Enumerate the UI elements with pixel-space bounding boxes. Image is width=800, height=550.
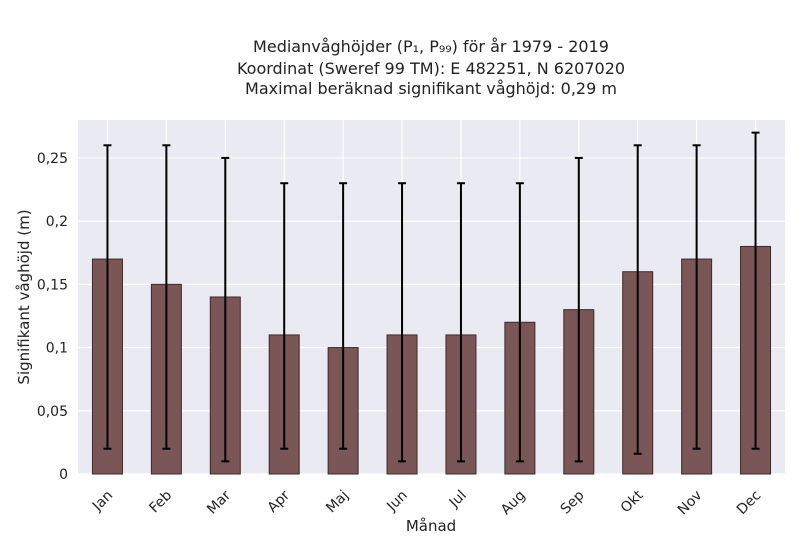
x-tick-label: Nov [675, 488, 706, 519]
y-tick-label: 0,2 [46, 214, 68, 230]
x-tick-label: Okt [618, 487, 647, 516]
y-axis-ticks: 0 0,05 0,1 0,15 0,2 0,25 [37, 151, 68, 483]
error-bars [103, 131, 760, 463]
y-tick-label: 0,1 [46, 341, 68, 357]
x-tick-label: Jun [383, 488, 410, 515]
y-tick-label: 0 [59, 467, 68, 483]
x-tick-label: Dec [734, 488, 764, 518]
x-tick-label: Feb [146, 487, 175, 516]
y-tick-label: 0,15 [37, 277, 68, 293]
x-tick-label: Jul [446, 488, 470, 512]
x-tick-label: Aug [498, 488, 529, 519]
x-tick-label: Sep [558, 487, 588, 517]
x-tick-label: Maj [323, 488, 352, 517]
chart-title-line-1: Medianvåghöjder (P₁, P₉₉) för år 1979 - … [253, 37, 609, 56]
y-axis-label: Signifikant våghöjd (m) [15, 209, 33, 384]
x-axis-label: Månad [406, 517, 456, 535]
chart-title: Medianvåghöjder (P₁, P₉₉) för år 1979 - … [237, 37, 625, 98]
chart-title-line-3: Maximal beräknad signifikant våghöjd: 0,… [245, 79, 617, 98]
x-axis-ticks: Jan Feb Mar Apr Maj Jun Jul Aug Sep Okt Nov Dec [89, 487, 764, 518]
y-tick-label: 0,05 [37, 404, 68, 420]
chart-title-line-2: Koordinat (Sweref 99 TM): E 482251, N 62… [237, 59, 625, 78]
x-tick-label: Apr [265, 487, 294, 516]
plot-area [78, 120, 785, 474]
y-tick-label: 0,25 [37, 151, 68, 167]
x-tick-label: Jan [89, 488, 116, 515]
x-tick-label: Mar [204, 487, 234, 517]
